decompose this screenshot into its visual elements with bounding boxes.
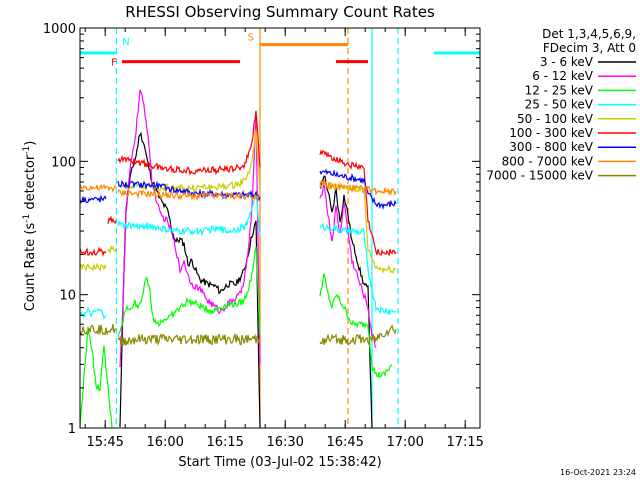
flag-label-N: N — [122, 37, 129, 48]
series-6-line-0 — [79, 194, 107, 204]
series-3-line-1 — [117, 191, 261, 237]
series-6 — [79, 168, 397, 211]
series-5 — [79, 110, 397, 258]
y-axis-label-end: ) — [23, 141, 38, 146]
y-axis-label-mid: detector — [23, 154, 38, 214]
series-2-line-2 — [319, 273, 393, 378]
series-3-line-2 — [319, 223, 397, 316]
series-5-line-0 — [79, 246, 107, 258]
timestamp: 16-Oct-2021 23:24 — [560, 468, 636, 477]
y-axis-label-sup2: -1 — [22, 146, 32, 155]
y-tick-label-2: 100 — [51, 155, 76, 170]
legend-label-2: 12 - 25 keV — [525, 83, 594, 97]
y-axis-label-sup1: -1 — [22, 214, 32, 223]
series-1-line-0 — [119, 89, 261, 368]
legend-header-line-1: Det 1,3,4,5,6,9, — [542, 27, 636, 41]
series-4-line-0 — [79, 262, 107, 272]
legend-label-7: 800 - 7000 keV — [502, 154, 594, 168]
flag-label-F: F — [111, 58, 117, 69]
axes: 1 10 100 1000 15:45 16:00 16:15 16:30 16:45 17:00… — [43, 22, 484, 450]
legend-header-line-2: FDecim 3, Att 0 — [543, 41, 636, 55]
y-axis-label-main: Count Rate (s — [23, 223, 38, 312]
flag-bars: NF S — [80, 33, 480, 69]
x-tick-label-0: 15:45 — [86, 435, 123, 450]
legend-label-8: 7000 - 15000 keV — [486, 169, 593, 183]
series-5-line-2 — [117, 110, 261, 176]
series-6-line-1 — [117, 179, 261, 202]
series-2-line-0 — [79, 326, 113, 429]
series-8-line-1 — [117, 332, 261, 347]
x-tick-label-1: 16:00 — [146, 435, 183, 450]
legend: Det 1,3,4,5,6,9, FDecim 3, Att 0 3 - 6 k… — [486, 27, 636, 183]
series-2 — [79, 246, 393, 429]
legend-label-4: 50 - 100 keV — [517, 112, 594, 126]
series-7-line-1 — [117, 189, 261, 202]
series-layer — [79, 89, 397, 429]
flag-label-S: S — [248, 33, 254, 44]
x-tick-label-2: 16:15 — [206, 435, 243, 450]
x-tick-label-6: 17:15 — [446, 435, 483, 450]
y-tick-label-0: 1 — [68, 422, 76, 437]
series-5-line-1 — [107, 215, 117, 225]
x-tick-label-5: 17:00 — [386, 435, 423, 450]
legend-label-3: 25 - 50 keV — [525, 98, 594, 112]
series-4-line-3 — [319, 181, 397, 274]
series-5-line-3 — [319, 149, 397, 257]
x-axis-label: Start Time (03-Jul-02 15:38:42) — [178, 455, 381, 470]
series-6-line-2 — [319, 168, 397, 211]
chart-title: RHESSI Observing Summary Count Rates — [125, 3, 435, 21]
legend-label-5: 100 - 300 keV — [509, 126, 593, 140]
series-0-line-0 — [119, 131, 261, 429]
series-2-line-1 — [117, 246, 261, 338]
series-7 — [79, 180, 397, 202]
series-4-line-1 — [107, 244, 117, 255]
series-7-line-2 — [319, 180, 397, 197]
series-0 — [119, 131, 373, 429]
legend-label-6: 300 - 800 keV — [509, 140, 593, 154]
series-8-line-0 — [79, 323, 116, 336]
series-8-line-2 — [319, 324, 397, 347]
series-3 — [79, 191, 397, 320]
series-3-line-0 — [79, 307, 107, 320]
y-tick-label-3: 1000 — [43, 22, 76, 37]
series-7-line-0 — [79, 183, 117, 194]
legend-label-0: 3 - 6 keV — [540, 55, 594, 69]
x-tick-label-3: 16:30 — [266, 435, 303, 450]
series-0-line-1 — [319, 175, 373, 429]
plot-frame — [79, 27, 481, 429]
y-axis-label: Count Rate (s-1 detector-1) — [22, 141, 38, 312]
legend-label-1: 6 - 12 keV — [532, 69, 594, 83]
y-tick-label-1: 10 — [59, 289, 76, 304]
series-8 — [79, 323, 397, 347]
x-tick-label-4: 16:45 — [326, 435, 363, 450]
